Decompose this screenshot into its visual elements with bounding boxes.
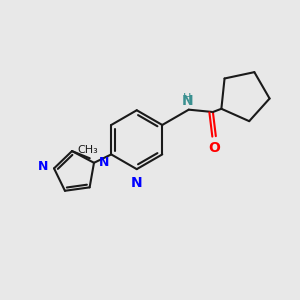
Text: N: N (38, 160, 48, 173)
Text: N: N (99, 156, 110, 169)
Text: CH₃: CH₃ (77, 145, 98, 155)
Text: N: N (182, 94, 193, 109)
Text: O: O (208, 142, 220, 155)
Text: N: N (131, 176, 142, 190)
Text: H: H (183, 93, 191, 103)
